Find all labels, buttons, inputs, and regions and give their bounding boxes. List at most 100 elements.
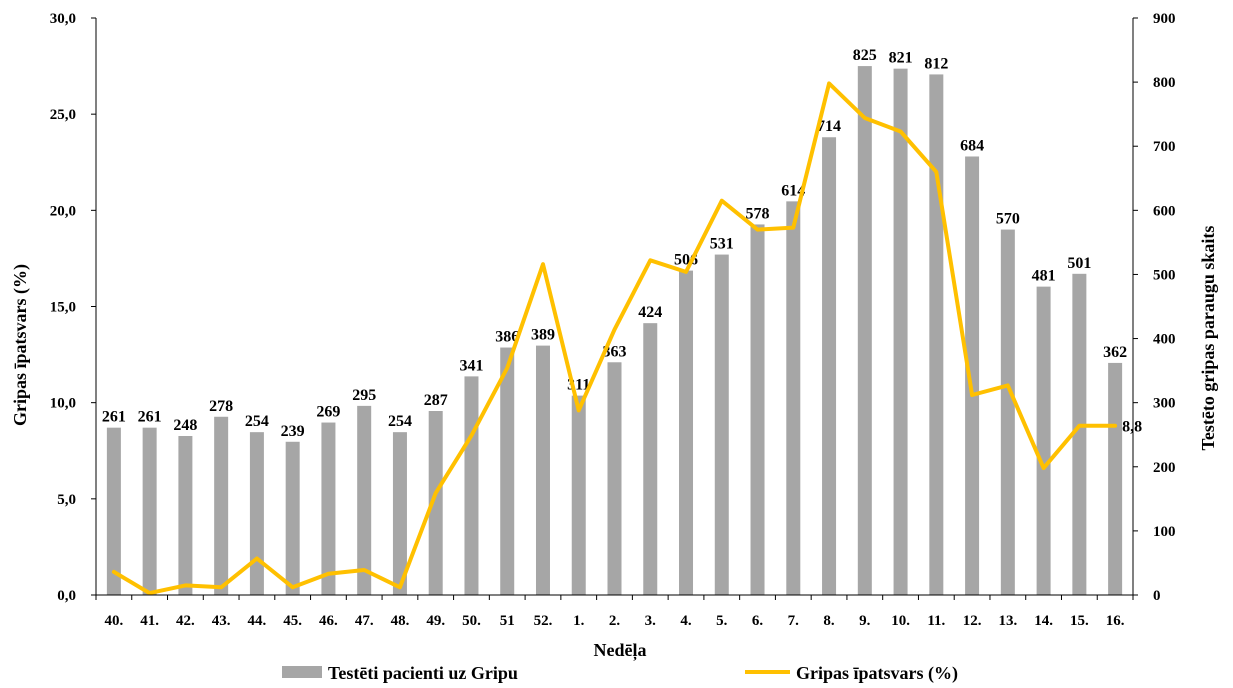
bar-data-label: 501: [1067, 255, 1091, 272]
bar: [1072, 273, 1087, 595]
bar-data-label: 389: [531, 327, 555, 344]
bar: [142, 427, 157, 595]
bar: [357, 405, 372, 595]
bar: [464, 376, 479, 595]
bar: [249, 432, 264, 595]
bar-data-label: 278: [209, 398, 233, 415]
right-tick-label: 200: [1153, 460, 1176, 476]
bar-series: [106, 66, 1123, 596]
bar: [1036, 286, 1051, 595]
right-tick-label: 700: [1153, 139, 1176, 155]
bar-data-label: 254: [388, 413, 412, 430]
bar-data-label: 821: [889, 50, 913, 67]
line-series: 8,8: [111, 81, 1142, 596]
x-tick-label: 50.: [462, 613, 481, 629]
bar-data-label: 531: [710, 236, 734, 253]
right-tick-label: 600: [1153, 203, 1176, 219]
bar: [786, 201, 801, 595]
x-tick-label: 11.: [927, 613, 945, 629]
x-tick-label: 4.: [680, 613, 692, 629]
line-end-label: 8,8: [1122, 419, 1142, 436]
left-tick-label: 0,0: [57, 588, 76, 604]
left-tick-label: 30,0: [50, 11, 76, 27]
bar-data-label: 239: [281, 423, 305, 440]
right-axis-title: Testēto gripas paraugu skaits: [1198, 226, 1218, 451]
right-axis-ticks: 0 100 200 300 400 500 600 700 800 900: [1133, 11, 1176, 604]
bar-data-label: 570: [996, 211, 1020, 228]
x-tick-label: 44.: [248, 613, 267, 629]
bar: [214, 416, 229, 595]
x-tick-label: 6.: [752, 613, 764, 629]
bar: [178, 436, 193, 595]
bar-data-label: 261: [138, 409, 162, 426]
x-axis-title: Nedēļa: [594, 640, 647, 661]
right-tick-label: 400: [1153, 332, 1176, 348]
bar: [857, 66, 872, 596]
x-tick-label: 47.: [355, 613, 374, 629]
x-tick-label: 16.: [1106, 613, 1125, 629]
bar-data-label: 684: [960, 137, 984, 154]
right-tick-label: 300: [1153, 396, 1176, 412]
bar-data-label: 261: [102, 409, 126, 426]
bar: [965, 156, 980, 596]
left-axis-ticks: 0,0 5,0 10,0 15,0 20,0 25,0 30,0: [50, 11, 96, 604]
x-tick-label: 15.: [1070, 613, 1089, 629]
bar: [106, 427, 121, 595]
legend-bar-swatch: [282, 666, 322, 678]
x-tick-label: 49.: [426, 613, 445, 629]
x-tick-label: 41.: [140, 613, 159, 629]
x-tick-label: 10.: [891, 613, 910, 629]
x-tick-label: 42.: [176, 613, 195, 629]
bar-data-label: 295: [352, 387, 376, 404]
x-tick-label: 1.: [573, 613, 585, 629]
legend-bar-label: Testēti pacienti uz Gripu: [328, 663, 518, 683]
bar-data-labels: 261 261 248 278 254 239 269 295 254 287 341 386 389 3…: [102, 47, 1127, 440]
bar-data-label: 362: [1103, 344, 1127, 361]
left-axis-title: Gripas īpatsvars (%): [10, 264, 31, 426]
bar-data-label: 248: [173, 417, 197, 434]
bar: [893, 68, 908, 596]
bar-data-label: 614: [781, 182, 805, 199]
bar: [822, 137, 837, 595]
x-tick-label: 43.: [212, 613, 231, 629]
bar-data-label: 424: [638, 304, 662, 321]
legend: Testēti pacienti uz Gripu Gripas īpatsva…: [282, 663, 958, 684]
x-axis-ticks: 40. 41. 42. 43. 44. 45. 46. 47. 48. 49. 50. 51 52. 1.…: [95, 595, 1134, 629]
left-tick-label: 15,0: [50, 300, 76, 316]
bar: [643, 323, 658, 595]
x-tick-label: 14.: [1034, 613, 1053, 629]
right-tick-label: 100: [1153, 524, 1176, 540]
bar: [929, 74, 944, 595]
x-tick-label: 52.: [534, 613, 553, 629]
bar-data-label: 714: [817, 118, 841, 135]
right-tick-label: 800: [1153, 75, 1176, 91]
x-tick-label: 45.: [283, 613, 302, 629]
left-tick-label: 20,0: [50, 203, 76, 219]
bar: [1000, 229, 1015, 596]
x-tick-label: 5.: [716, 613, 728, 629]
x-tick-label: 48.: [391, 613, 410, 629]
x-tick-label: 40.: [105, 613, 124, 629]
right-tick-label: 500: [1153, 267, 1176, 283]
bar: [571, 395, 586, 595]
left-tick-label: 5,0: [57, 492, 76, 508]
bar-data-label: 578: [746, 205, 770, 222]
bar: [285, 441, 300, 595]
x-tick-label: 8.: [823, 613, 835, 629]
x-tick-label: 3.: [645, 613, 657, 629]
bar-data-label: 254: [245, 413, 269, 430]
x-tick-label: 46.: [319, 613, 338, 629]
bar: [750, 224, 765, 595]
right-tick-label: 900: [1153, 11, 1176, 27]
bar-data-label: 386: [495, 329, 519, 346]
bar-data-label: 825: [853, 47, 877, 64]
bar-data-label: 481: [1032, 268, 1056, 285]
bar: [321, 422, 336, 595]
bar-data-label: 341: [459, 357, 483, 374]
x-tick-label: 2.: [609, 613, 621, 629]
bar: [535, 345, 550, 595]
x-tick-label: 7.: [788, 613, 800, 629]
left-tick-label: 10,0: [50, 396, 76, 412]
bar: [607, 362, 622, 595]
bar-data-label: 287: [424, 392, 448, 409]
